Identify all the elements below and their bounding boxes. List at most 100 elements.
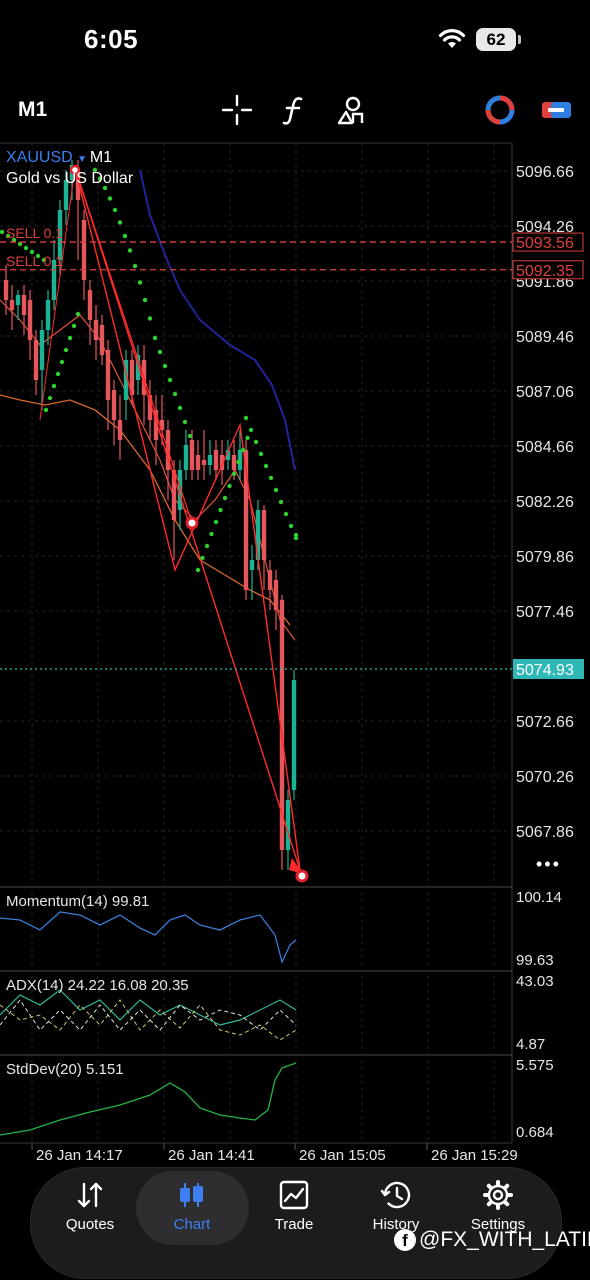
parabolic-sar-dot bbox=[92, 167, 98, 173]
parabolic-sar-dot bbox=[278, 499, 284, 505]
wifi-icon bbox=[438, 29, 466, 48]
candle-body bbox=[123, 360, 129, 400]
price-tick-label: 5087.06 bbox=[516, 384, 574, 401]
candle-body bbox=[75, 170, 81, 200]
candle-body bbox=[207, 455, 213, 465]
candle-body bbox=[243, 450, 249, 590]
candle-body bbox=[291, 680, 297, 790]
parabolic-sar-dot bbox=[293, 532, 299, 538]
nav-item-quotes[interactable]: Quotes bbox=[39, 1180, 141, 1233]
candle-body bbox=[81, 220, 87, 280]
symbol-description: Gold vs US Dollar bbox=[6, 170, 134, 187]
price-tick-label: 5094.26 bbox=[516, 219, 574, 236]
function-icon[interactable] bbox=[277, 93, 311, 127]
status-time: 6:05 bbox=[84, 24, 139, 54]
indicator-min-label: 4.87 bbox=[516, 1036, 545, 1053]
candle-body bbox=[9, 300, 15, 310]
trend-line-short bbox=[74, 167, 193, 524]
parabolic-sar-dot bbox=[17, 241, 23, 247]
candle-body bbox=[135, 355, 141, 380]
parabolic-sar-dot bbox=[11, 237, 17, 243]
orange-fast-average-line bbox=[0, 299, 296, 641]
objects-icon[interactable] bbox=[334, 93, 368, 127]
parabolic-sar-dot bbox=[172, 391, 178, 397]
parabolic-sar-dot bbox=[222, 495, 228, 501]
indicator-max-label: 5.575 bbox=[516, 1057, 554, 1074]
parabolic-sar-dot bbox=[43, 407, 49, 413]
symbol-name: XAUUSD bbox=[6, 149, 77, 166]
parabolic-sar-dot bbox=[132, 263, 138, 269]
candle-body bbox=[273, 580, 279, 610]
bid-price-label: 5074.93 bbox=[516, 662, 574, 679]
price-chart[interactable]: 5096.665094.265091.865089.465087.065084.… bbox=[0, 140, 590, 1165]
parabolic-sar-dot bbox=[236, 459, 241, 465]
candle-body bbox=[39, 330, 45, 370]
momentum-line bbox=[0, 911, 297, 964]
trade-marker bbox=[295, 869, 309, 883]
parabolic-sar-dot bbox=[218, 507, 223, 513]
stddev-line bbox=[0, 1062, 297, 1136]
candle-body bbox=[57, 210, 63, 260]
price-tick-label: 5077.46 bbox=[516, 604, 574, 621]
indicator-min-label: 0.684 bbox=[516, 1124, 554, 1141]
trade-toggle-icon[interactable] bbox=[539, 93, 573, 127]
parabolic-sar-dot bbox=[55, 371, 61, 377]
bid-price-box bbox=[513, 658, 584, 679]
symbol-dropdown-arrow: ▼ bbox=[77, 154, 90, 165]
parabolic-sar-dot bbox=[263, 463, 269, 469]
parabolic-sar-dot bbox=[258, 451, 264, 457]
price-tick-label: 5067.86 bbox=[516, 824, 574, 841]
zigzag-trend-line bbox=[74, 167, 301, 871]
parabolic-sar-dot bbox=[102, 185, 108, 191]
parabolic-sar-dot bbox=[231, 471, 237, 477]
parabolic-sar-dot bbox=[243, 415, 249, 421]
parabolic-sar-dot bbox=[288, 523, 294, 529]
nav-item-trade[interactable]: Trade bbox=[243, 1180, 345, 1233]
nav-item-chart[interactable]: Chart bbox=[141, 1180, 243, 1233]
timeframe-circle-icon[interactable] bbox=[483, 93, 517, 127]
trade-marker bbox=[69, 164, 81, 176]
indicator-label: ADX(14) 24.22 16.08 20.35 bbox=[6, 977, 189, 994]
parabolic-sar-dot bbox=[41, 257, 47, 263]
parabolic-sar-dot bbox=[253, 439, 259, 445]
sell-order-label: SELL 0.1 bbox=[6, 225, 63, 241]
parabolic-sar-dot bbox=[248, 427, 254, 433]
watermark-text: @FX_WITH_LATIF bbox=[419, 1228, 590, 1251]
price-tick-label: 5096.66 bbox=[516, 164, 574, 181]
parabolic-sar-dot bbox=[200, 555, 205, 561]
nav-active-highlight bbox=[136, 1171, 249, 1245]
trade-chart-icon bbox=[279, 1180, 309, 1210]
parabolic-sar-dot bbox=[47, 395, 53, 401]
parabolic-sar-dot bbox=[75, 311, 81, 317]
indicator-min-label: 99.63 bbox=[516, 952, 554, 969]
timeframe-button[interactable]: M1 bbox=[18, 98, 48, 121]
indicator-max-label: 100.14 bbox=[516, 889, 562, 906]
nav-item-history[interactable]: History bbox=[345, 1180, 447, 1233]
parabolic-sar-dot bbox=[167, 377, 173, 383]
candle-body bbox=[267, 570, 273, 590]
parabolic-sar-dot bbox=[23, 245, 29, 251]
candle-body bbox=[213, 450, 219, 470]
candle-body bbox=[51, 260, 57, 300]
order-price-box bbox=[512, 232, 584, 252]
candle-body bbox=[261, 510, 267, 560]
main-price-pane[interactable] bbox=[0, 160, 512, 883]
price-tick-label: 5089.46 bbox=[516, 329, 574, 346]
candle-body bbox=[237, 450, 243, 470]
candle-body bbox=[3, 280, 9, 300]
crosshair-icon[interactable] bbox=[220, 93, 254, 127]
candle-body bbox=[63, 180, 69, 210]
parabolic-sar-dot bbox=[107, 196, 113, 201]
parabolic-sar-dot bbox=[59, 359, 65, 365]
parabolic-sar-dot bbox=[240, 447, 246, 453]
nav-item-settings[interactable]: Settings bbox=[447, 1180, 549, 1233]
candle-body bbox=[99, 325, 105, 355]
trend-line-up bbox=[39, 167, 76, 421]
parabolic-sar-dot bbox=[268, 475, 274, 481]
parabolic-sar-dot bbox=[63, 347, 69, 353]
parabolic-sar-dot bbox=[283, 511, 289, 517]
candle-body bbox=[285, 800, 291, 850]
candle-body bbox=[231, 455, 237, 470]
nav-label-quotes: Quotes bbox=[65, 1216, 115, 1233]
parabolic-sar-dot bbox=[245, 435, 250, 441]
